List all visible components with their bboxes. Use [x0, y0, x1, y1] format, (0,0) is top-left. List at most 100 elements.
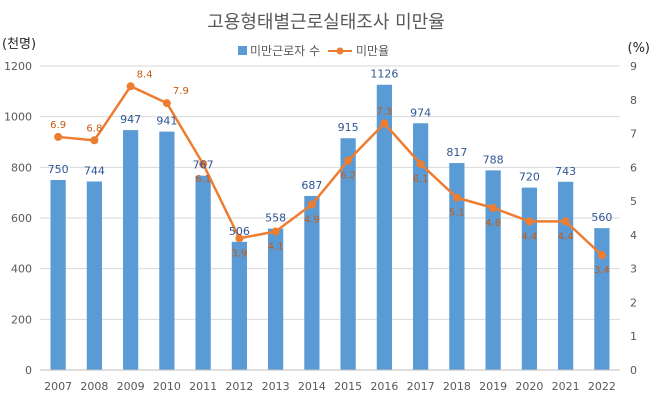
rate-value-label: 6.1 [195, 174, 211, 185]
bar-value-label: 974 [410, 106, 431, 119]
bar-value-label: 788 [483, 153, 504, 166]
rate-value-label: 3.4 [594, 265, 610, 276]
x-axis-tick-label: 2009 [117, 380, 145, 393]
bar [413, 123, 429, 371]
line-series [54, 82, 606, 260]
rate-point [307, 200, 316, 209]
bar-series [50, 84, 610, 371]
rate-value-label: 3.9 [231, 248, 247, 259]
bar [376, 84, 392, 370]
bar-value-label: 720 [519, 171, 540, 184]
right-axis-tick-label: 1 [630, 330, 637, 343]
x-axis-tick-label: 2022 [588, 380, 616, 393]
bar-value-label: 506 [229, 225, 250, 238]
rate-value-label: 6.2 [340, 171, 356, 182]
left-axis-unit: (천명) [2, 37, 36, 52]
right-axis-tick-label: 4 [630, 229, 637, 242]
rate-value-label: 6.8 [86, 123, 102, 134]
rate-point [597, 251, 606, 260]
right-axis-tick-label: 8 [630, 94, 637, 107]
rate-line [58, 84, 603, 257]
left-axis-tick-label: 600 [11, 212, 32, 225]
chart-title: 고용형태별근로실태조사 미만율 [207, 12, 445, 33]
right-axis-tick-label: 2 [630, 296, 637, 309]
rate-value-label: 6.9 [50, 120, 66, 131]
left-axis-tick-label: 400 [11, 263, 32, 276]
x-axis-tick-label: 2020 [515, 380, 543, 393]
bar-value-label: 941 [156, 115, 177, 128]
right-axis-tick-label: 9 [630, 60, 637, 73]
left-axis-tick-label: 1200 [4, 60, 32, 73]
bar [304, 195, 320, 370]
rate-value-label: 4.4 [521, 231, 537, 242]
rate-point [199, 159, 208, 168]
x-axis-tick-label: 2018 [443, 380, 471, 393]
right-axis-tick-label: 7 [630, 128, 637, 141]
bar-value-label: 817 [446, 146, 467, 159]
rate-value-label: 4.8 [485, 218, 501, 229]
left-axis-tick-label: 200 [11, 313, 32, 326]
legend: 미만근로자 수 미만율 [238, 44, 389, 58]
bar [485, 170, 501, 370]
rate-value-label: 8.4 [137, 69, 153, 80]
legend-bar-swatch [238, 46, 247, 55]
rate-point [525, 217, 534, 226]
rate-point [344, 156, 353, 165]
bar-value-label: 750 [48, 163, 69, 176]
bar-value-label: 947 [120, 113, 141, 126]
bar-value-label: 558 [265, 212, 286, 225]
bar-value-label: 687 [301, 179, 322, 192]
x-axis-tick-label: 2012 [225, 380, 253, 393]
rate-point [126, 82, 135, 91]
x-axis-tick-label: 2013 [262, 380, 290, 393]
right-axis-unit: (%) [628, 41, 651, 56]
bar [594, 228, 610, 370]
x-axis-tick-label: 2007 [44, 380, 72, 393]
right-axis-tick-label: 3 [630, 263, 637, 276]
axes: 0 200 400 600 800 1000 1200 0 1 2 3 4 5 6 7 8 9 2007 2008 2… [4, 60, 637, 393]
bar-value-label: 743 [555, 165, 576, 178]
legend-bar-label: 미만근로자 수 [250, 44, 320, 58]
right-axis-tick-label: 0 [630, 364, 637, 377]
rate-value-label: 4.9 [304, 214, 320, 225]
bar [268, 228, 284, 370]
bar [86, 181, 102, 370]
bar [159, 131, 175, 370]
x-axis-tick-label: 2017 [407, 380, 435, 393]
bar [231, 241, 247, 370]
rate-point [271, 227, 280, 236]
x-axis-tick-label: 2014 [298, 380, 326, 393]
data-labels: 750 744 947 941 767 506 558 687 915 1126 974 817 788… [48, 68, 613, 276]
rate-value-label: 4.1 [268, 242, 284, 253]
left-axis-tick-label: 1000 [4, 111, 32, 124]
left-axis-tick-label: 800 [11, 161, 32, 174]
x-axis-tick-label: 2010 [153, 380, 181, 393]
x-axis-tick-label: 2008 [80, 380, 108, 393]
x-axis-tick-label: 2011 [189, 380, 217, 393]
bar [195, 175, 211, 370]
rate-value-label: 5.1 [449, 208, 465, 219]
right-axis-tick-label: 5 [630, 195, 637, 208]
rate-value-label: 7.9 [173, 86, 189, 97]
rate-point [452, 193, 461, 202]
bar [449, 163, 465, 370]
bar [340, 138, 356, 370]
rate-point [561, 217, 570, 226]
rate-point [489, 203, 498, 212]
bar-value-label: 915 [338, 121, 359, 134]
bar [521, 187, 537, 370]
bar-value-label: 767 [193, 159, 214, 172]
rate-value-label: 7.3 [376, 106, 392, 117]
bar-value-label: 744 [84, 165, 105, 178]
rate-point [416, 159, 425, 168]
bar [123, 130, 139, 370]
bar [50, 180, 66, 370]
rate-point [162, 99, 171, 108]
x-axis-tick-label: 2015 [334, 380, 362, 393]
bar [558, 181, 574, 370]
x-axis-tick-label: 2021 [552, 380, 580, 393]
rate-point [54, 132, 63, 141]
left-axis-tick-label: 0 [25, 364, 32, 377]
rate-value-label: 6.1 [413, 174, 429, 185]
